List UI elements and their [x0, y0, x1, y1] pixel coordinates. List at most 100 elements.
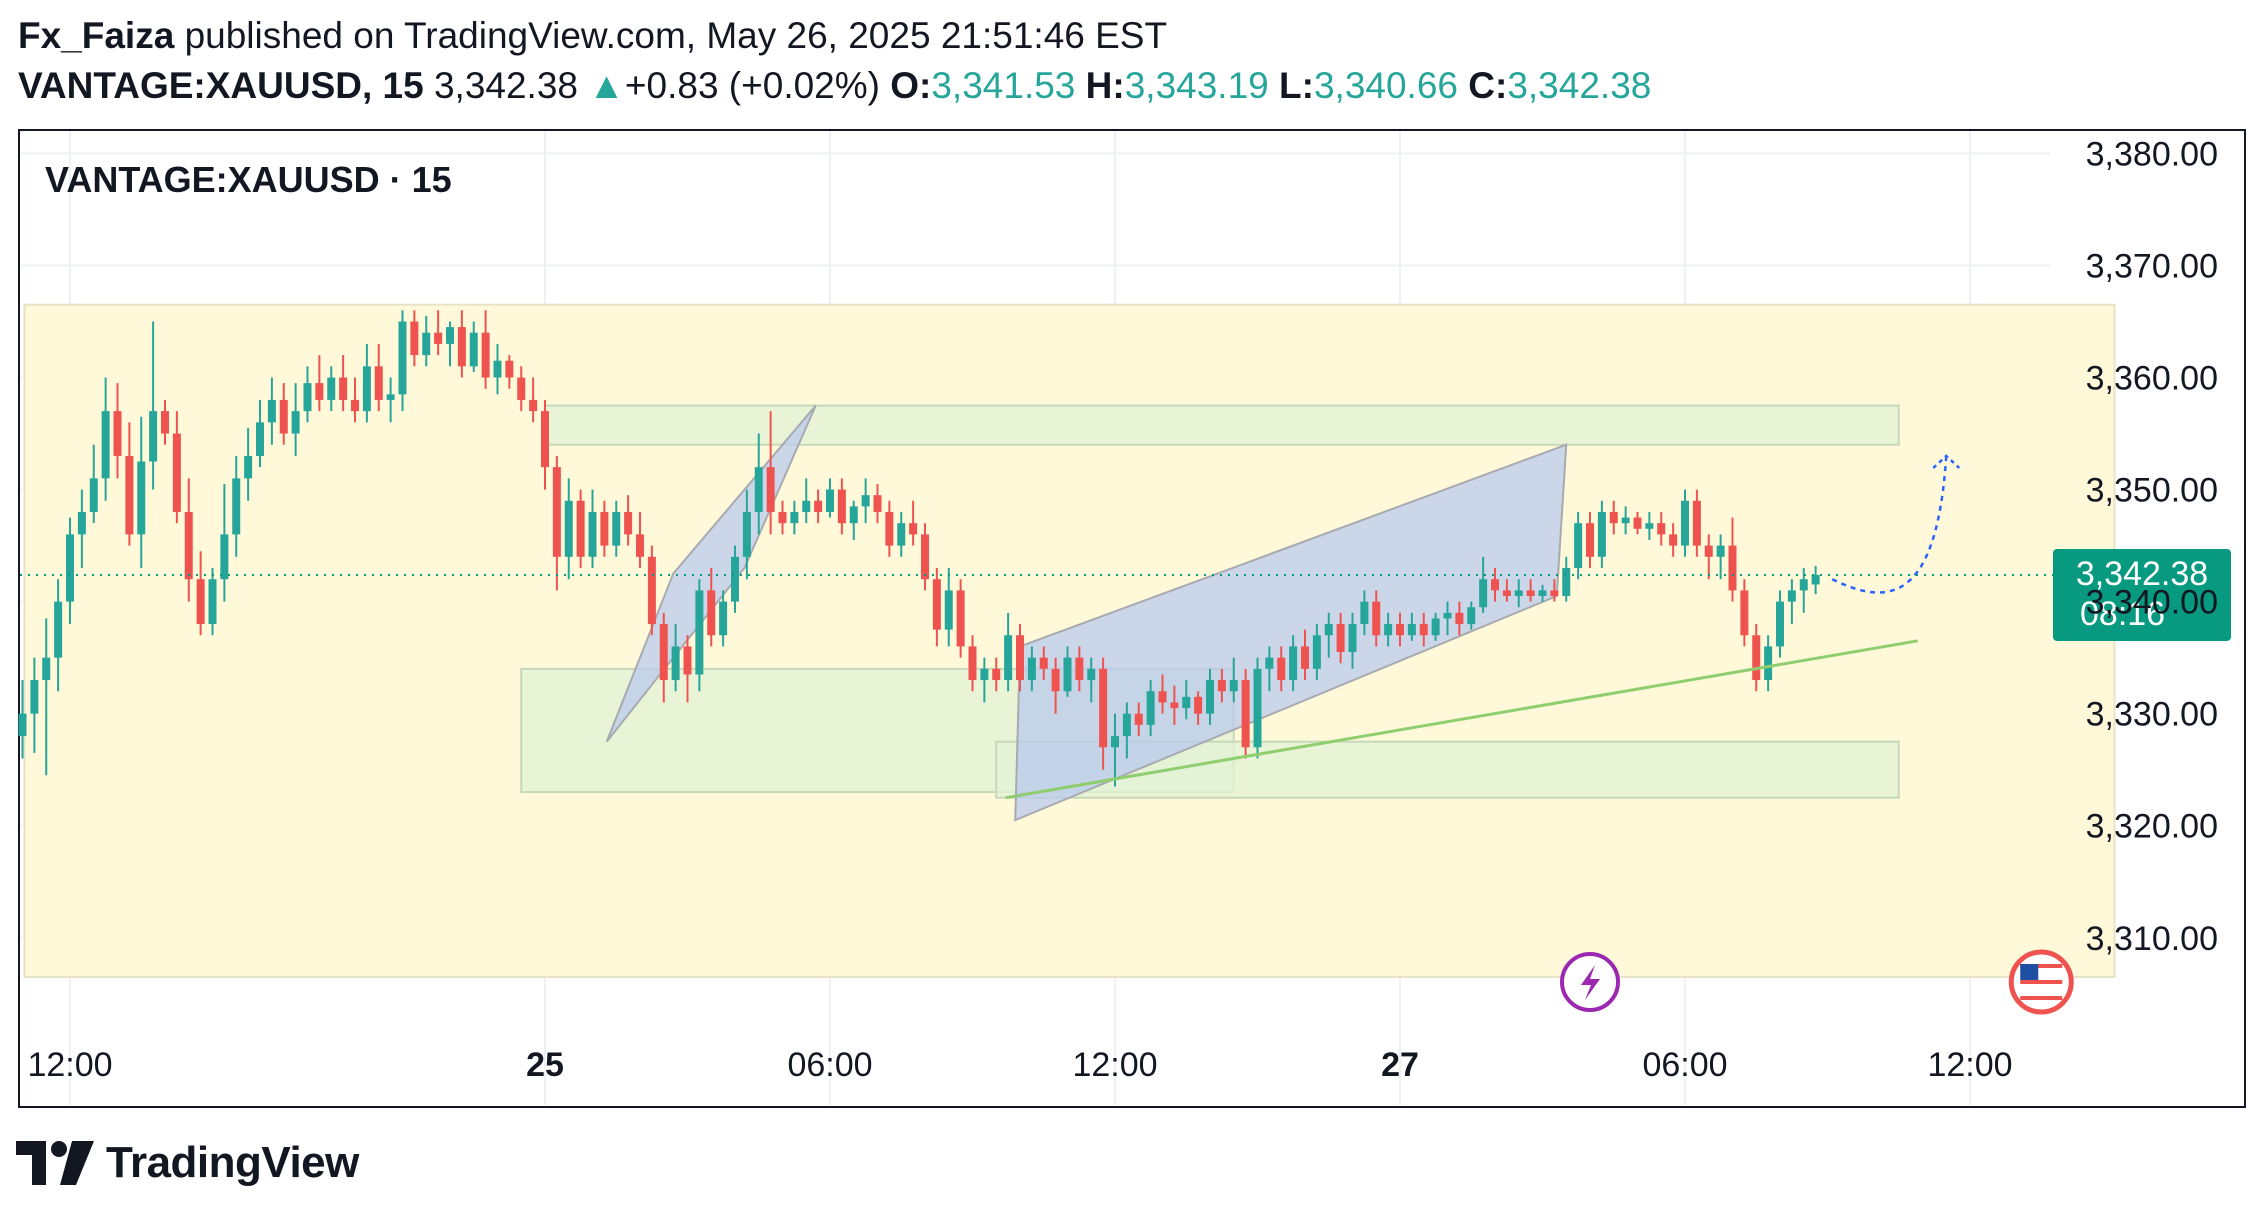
- candle-body: [1396, 624, 1404, 636]
- ohlc-line: VANTAGE:XAUUSD, 15 3,342.38 ▲+0.83 (+0.0…: [18, 62, 1651, 110]
- candle-body: [1467, 607, 1476, 625]
- candle-body: [1075, 657, 1084, 681]
- candle-body: [1550, 590, 1559, 597]
- x-axis: 12:00 25 06:00 12:00 27 06:00 12:00: [27, 1046, 2012, 1084]
- y-tick-label: 3,360.00: [2086, 360, 2218, 398]
- y-tick-label: 3,340.00: [2086, 584, 2218, 622]
- candle-body: [1538, 590, 1547, 597]
- candle-body: [125, 455, 134, 535]
- candle-body: [244, 455, 253, 479]
- candle-body: [208, 579, 217, 625]
- candle-body: [909, 523, 918, 535]
- candle-body: [1776, 601, 1784, 647]
- candle-body: [921, 534, 929, 580]
- candle-body: [1182, 696, 1191, 709]
- candle-body: [184, 511, 193, 580]
- publish-line: Fx_Faiza published on TradingView.com, M…: [18, 12, 1167, 60]
- candle-body: [1360, 601, 1369, 625]
- y-tick-label: 3,370.00: [2086, 247, 2218, 285]
- candle-body: [1419, 624, 1428, 636]
- low-value: 3,340.66: [1313, 65, 1458, 106]
- flag-stripe: [2020, 964, 2063, 968]
- candle-body: [1336, 624, 1345, 653]
- candle-body: [196, 579, 205, 625]
- candle-body: [529, 399, 538, 412]
- x-tick-label: 25: [526, 1046, 564, 1084]
- candle-body: [1384, 624, 1393, 636]
- candle-body: [1811, 574, 1820, 585]
- candle-body: [647, 556, 656, 625]
- candle-body: [267, 399, 276, 423]
- trendline: [1005, 639, 1919, 800]
- trendline-layer: [1005, 639, 1919, 800]
- flag-stripe: [2020, 980, 2063, 984]
- candle-body: [1657, 523, 1666, 535]
- candle-body: [1099, 668, 1108, 748]
- candle-body: [1146, 691, 1155, 725]
- candle-body: [291, 411, 300, 434]
- candle-body: [1443, 612, 1452, 619]
- candle-body: [1621, 517, 1630, 524]
- y-axis: 3,310.00 3,320.00 3,330.00 3,340.00 3,350.00…: [2086, 135, 2218, 957]
- x-tick-label: 12:00: [1927, 1046, 2012, 1084]
- candle-body: [1241, 680, 1250, 748]
- channel-large: [1014, 443, 1568, 822]
- projection-arrow-icon: [1932, 454, 1961, 469]
- candle-body: [303, 383, 312, 412]
- candle-body: [636, 534, 644, 557]
- tradingview-logo[interactable]: TradingView: [16, 1135, 359, 1191]
- candle-body: [1455, 612, 1464, 625]
- close-value: 3,342.38: [1507, 65, 1652, 106]
- candle-body: [256, 422, 264, 456]
- candle-body: [1728, 545, 1737, 591]
- candle-body: [54, 601, 63, 658]
- high-label: H:: [1085, 65, 1125, 106]
- projection-layer: [1831, 454, 1961, 594]
- candle-body: [1039, 657, 1048, 669]
- candle-body: [1502, 590, 1511, 597]
- candle-body: [18, 713, 27, 737]
- candle-body: [30, 680, 39, 714]
- tradingview-brand: TradingView: [106, 1138, 359, 1187]
- candle-body: [1301, 646, 1309, 669]
- candle-body: [1633, 517, 1642, 529]
- candle-body: [161, 411, 169, 434]
- flag-stripe: [2020, 996, 2063, 1000]
- candle-body: [1217, 680, 1226, 692]
- candle-body: [1016, 635, 1024, 681]
- candle-body: [1574, 523, 1583, 568]
- candle-body: [552, 467, 561, 557]
- candle-body: [1170, 702, 1179, 709]
- price-tag-countdown: 08:16: [2080, 595, 2165, 633]
- open-label: O:: [890, 65, 932, 106]
- candle-body: [1372, 601, 1381, 636]
- resistance-zone: [544, 404, 1900, 446]
- candle-body: [790, 511, 799, 524]
- candle-body: [968, 646, 977, 681]
- candle-body: [814, 500, 823, 512]
- chart-title: VANTAGE:XAUUSD · 15: [45, 159, 452, 200]
- candle-body: [731, 556, 739, 602]
- candle-body: [362, 366, 371, 412]
- candle-body: [707, 590, 716, 636]
- candle-body: [1265, 657, 1274, 669]
- candle-body: [1764, 646, 1773, 681]
- y-tick-label: 3,320.00: [2086, 808, 2218, 846]
- candle-body: [220, 534, 229, 580]
- flag-canton: [2020, 964, 2039, 980]
- y-tick-label: 3,330.00: [2086, 696, 2218, 734]
- author-name[interactable]: Fx_Faiza: [18, 15, 175, 56]
- candle-body: [719, 601, 728, 636]
- projection-path: [1831, 455, 1948, 594]
- x-tick-label: 12:00: [27, 1046, 112, 1084]
- candle-body: [1562, 568, 1571, 597]
- candle-body: [1586, 523, 1594, 557]
- candle-body: [1111, 736, 1119, 748]
- candles: [18, 310, 1820, 787]
- candle-body: [956, 590, 965, 647]
- x-tick-label: 06:00: [1642, 1046, 1727, 1084]
- candle-body: [410, 321, 419, 356]
- candle-body: [861, 495, 870, 507]
